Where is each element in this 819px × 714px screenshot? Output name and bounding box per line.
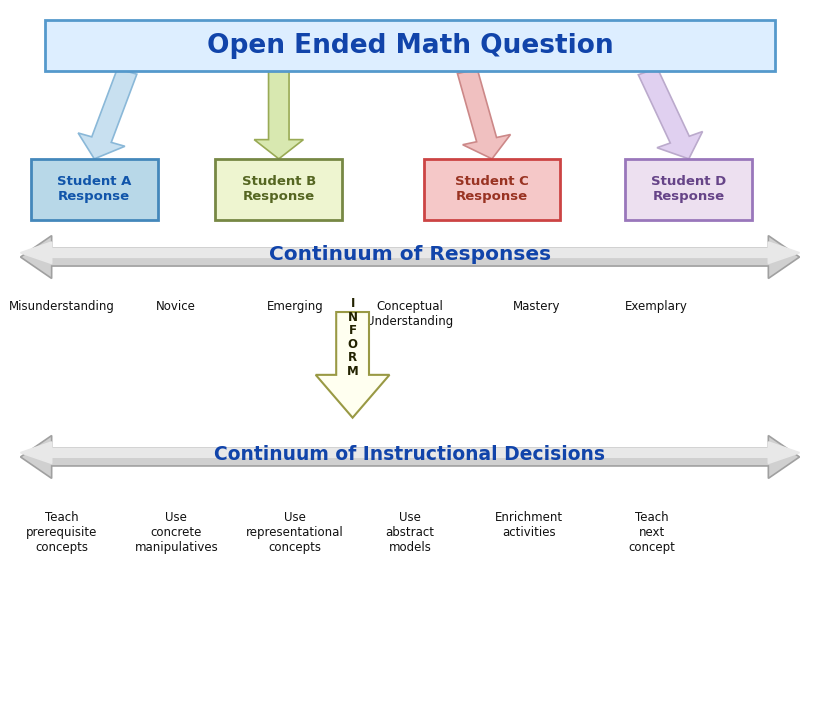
Text: Student D
Response: Student D Response <box>650 175 726 203</box>
Text: Novice: Novice <box>156 300 196 313</box>
FancyBboxPatch shape <box>45 20 774 71</box>
Text: Teach
prerequisite
concepts: Teach prerequisite concepts <box>25 511 97 553</box>
FancyBboxPatch shape <box>424 159 559 220</box>
FancyBboxPatch shape <box>31 159 158 220</box>
Polygon shape <box>78 69 137 159</box>
Text: Continuum of Instructional Decisions: Continuum of Instructional Decisions <box>215 446 604 464</box>
Text: Open Ended Math Question: Open Ended Math Question <box>206 33 613 59</box>
Polygon shape <box>20 242 799 263</box>
Text: Continuum of Responses: Continuum of Responses <box>269 246 550 264</box>
Polygon shape <box>637 68 702 159</box>
Text: Teach
next
concept: Teach next concept <box>627 511 675 553</box>
Polygon shape <box>457 69 510 159</box>
Text: Student B
Response: Student B Response <box>242 175 315 203</box>
Text: Use
abstract
models: Use abstract models <box>385 511 434 553</box>
FancyBboxPatch shape <box>624 159 752 220</box>
Polygon shape <box>254 71 303 159</box>
FancyBboxPatch shape <box>215 159 342 220</box>
Text: Enrichment
activities: Enrichment activities <box>494 511 563 538</box>
Text: Conceptual
Understanding: Conceptual Understanding <box>366 300 453 328</box>
Text: Emerging: Emerging <box>266 300 324 313</box>
Polygon shape <box>315 312 389 418</box>
Polygon shape <box>20 442 799 463</box>
Text: Student A
Response: Student A Response <box>57 175 131 203</box>
Polygon shape <box>20 236 799 278</box>
Text: Use
concrete
manipulatives: Use concrete manipulatives <box>134 511 218 553</box>
Text: Mastery: Mastery <box>513 300 560 313</box>
Polygon shape <box>20 436 799 478</box>
Text: Use
representational
concepts: Use representational concepts <box>246 511 344 553</box>
Text: Student C
Response: Student C Response <box>455 175 528 203</box>
Text: I
N
F
O
R
M: I N F O R M <box>346 298 358 378</box>
Text: Misunderstanding: Misunderstanding <box>8 300 115 313</box>
Text: Exemplary: Exemplary <box>624 300 686 313</box>
